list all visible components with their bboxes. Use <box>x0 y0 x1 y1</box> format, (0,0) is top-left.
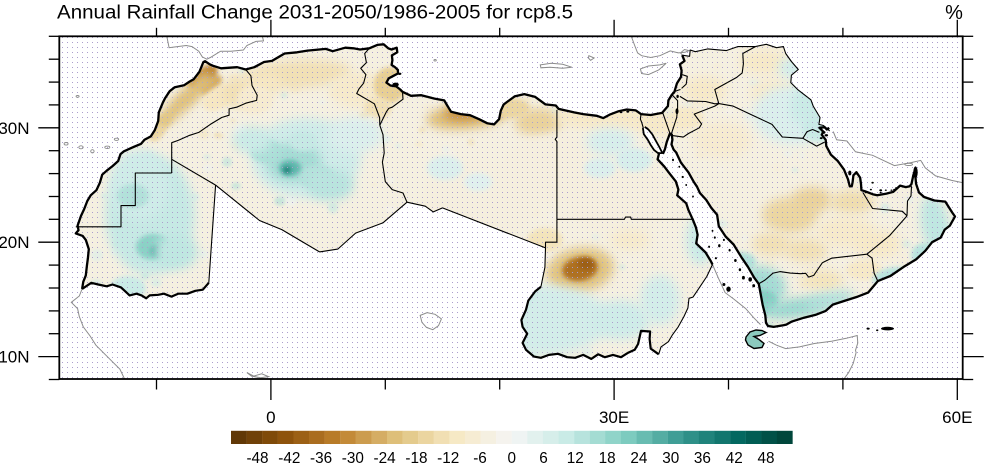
svg-text:-48: -48 <box>246 450 268 466</box>
svg-text:-18: -18 <box>405 450 427 466</box>
svg-text:0: 0 <box>266 408 275 427</box>
svg-text:-12: -12 <box>437 450 459 466</box>
svg-text:60E: 60E <box>942 408 972 427</box>
svg-text:-36: -36 <box>310 450 332 466</box>
svg-text:-24: -24 <box>374 450 397 466</box>
svg-text:30N: 30N <box>0 119 30 138</box>
svg-text:-30: -30 <box>342 450 364 466</box>
svg-text:30E: 30E <box>599 408 629 427</box>
svg-text:20N: 20N <box>0 233 30 252</box>
svg-text:Annual Rainfall Change 2031-20: Annual Rainfall Change 2031-2050/1986-20… <box>57 2 573 24</box>
svg-text:6: 6 <box>539 450 548 466</box>
svg-text:0: 0 <box>508 450 517 466</box>
svg-text:%: % <box>945 2 963 24</box>
svg-text:48: 48 <box>757 450 774 466</box>
svg-text:-6: -6 <box>473 450 487 466</box>
svg-text:10N: 10N <box>0 348 30 367</box>
svg-text:24: 24 <box>630 450 648 466</box>
svg-text:18: 18 <box>599 450 616 466</box>
svg-text:-42: -42 <box>278 450 300 466</box>
svg-text:12: 12 <box>567 450 584 466</box>
svg-text:42: 42 <box>726 450 743 466</box>
svg-text:30: 30 <box>662 450 679 466</box>
svg-text:36: 36 <box>694 450 711 466</box>
